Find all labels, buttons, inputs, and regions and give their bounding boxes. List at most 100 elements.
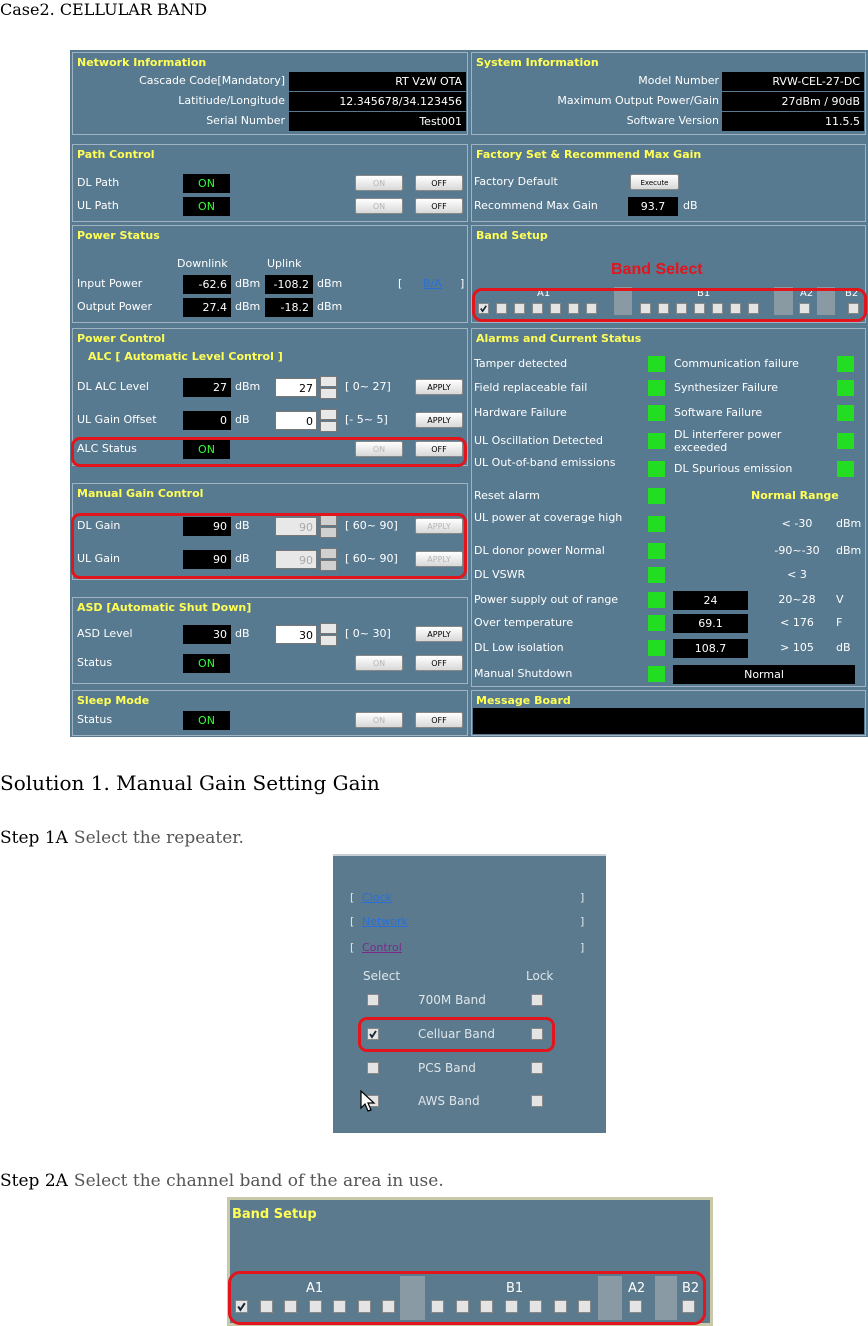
checkbox[interactable] — [308, 1300, 322, 1313]
checkbox[interactable] — [367, 1062, 379, 1074]
checkbox[interactable] — [284, 1300, 297, 1313]
checkbox[interactable] — [357, 1300, 371, 1313]
checkbox[interactable] — [367, 994, 379, 1006]
button[interactable]: APPLY — [415, 379, 463, 395]
gap — [598, 1276, 622, 1320]
checkbox[interactable] — [799, 303, 810, 314]
checkbox[interactable] — [578, 1300, 591, 1313]
value-box: 11.5.5 — [722, 111, 864, 131]
checkbox[interactable] — [504, 1300, 518, 1313]
label: UL Path — [77, 199, 119, 212]
button[interactable]: APPLY — [415, 626, 463, 642]
label: Factory Default — [474, 175, 558, 188]
checkbox[interactable] — [712, 303, 723, 314]
checkbox[interactable] — [531, 1028, 543, 1040]
step-label: Step 1A — [0, 828, 68, 848]
checkbox[interactable] — [748, 303, 759, 314]
label: Input Power — [77, 277, 143, 290]
label: Over temperature — [474, 616, 574, 629]
section-title: Path Control — [77, 148, 155, 161]
value-box: -18.2 — [265, 297, 313, 317]
link[interactable]: Network — [362, 915, 408, 928]
checkbox[interactable] — [532, 303, 543, 314]
input[interactable]: 0 — [275, 410, 317, 430]
checkbox[interactable] — [531, 1062, 543, 1074]
checkbox[interactable] — [531, 994, 543, 1006]
checkbox[interactable] — [550, 303, 561, 314]
section — [471, 52, 866, 135]
link[interactable]: Clock — [362, 891, 392, 904]
checkbox[interactable] — [478, 303, 489, 314]
value-box: 0 — [183, 410, 231, 430]
label: < 3 — [787, 568, 807, 581]
checkbox[interactable] — [333, 1300, 346, 1313]
button[interactable]: OFF — [415, 712, 463, 728]
label: Synthesizer Failure — [674, 381, 779, 394]
label: dBm — [836, 544, 862, 557]
status-box: ON — [183, 710, 230, 730]
label: [ 0~ 27] — [345, 380, 391, 393]
spin-up — [320, 548, 337, 559]
checkbox[interactable] — [658, 303, 669, 314]
gap — [817, 287, 835, 315]
label: Manual Shutdown — [474, 667, 573, 680]
button[interactable]: OFF — [415, 198, 463, 214]
label: UL Out-of-band emissions — [474, 456, 616, 469]
section-title: Manual Gain Control — [77, 487, 204, 500]
link[interactable]: B/A — [423, 277, 442, 290]
checkbox[interactable] — [367, 1028, 379, 1040]
button[interactable]: APPLY — [415, 412, 463, 428]
button[interactable]: OFF — [415, 441, 463, 457]
highlight — [472, 288, 867, 322]
button[interactable]: Execute — [630, 174, 679, 190]
button[interactable]: OFF — [415, 175, 463, 191]
checkbox[interactable] — [259, 1300, 273, 1313]
checkbox[interactable] — [529, 1300, 542, 1313]
checkbox[interactable] — [496, 303, 507, 314]
checkbox[interactable] — [568, 303, 579, 314]
checkbox[interactable] — [629, 1300, 642, 1313]
label: Field replaceable fail — [474, 381, 588, 394]
alarm-led — [837, 356, 854, 372]
label: Maximum Output Power/Gain — [557, 94, 719, 107]
button[interactable]: OFF — [415, 655, 463, 671]
label: Software Failure — [674, 406, 763, 419]
label: Hardware Failure — [474, 406, 567, 419]
label: Reset alarm — [474, 489, 540, 502]
checkbox[interactable] — [586, 303, 597, 314]
label: ALC Status — [77, 442, 137, 455]
checkbox[interactable] — [682, 1300, 695, 1313]
label: -90~-30 — [774, 544, 820, 557]
label: Downlink — [177, 257, 228, 270]
checkbox[interactable] — [640, 303, 651, 314]
checkbox[interactable] — [848, 303, 859, 314]
screenshot — [333, 854, 606, 1133]
checkbox[interactable] — [553, 1300, 567, 1313]
label: A1 — [306, 1281, 324, 1296]
checkbox[interactable] — [730, 303, 741, 314]
value-box: 93.7 — [628, 196, 678, 216]
checkbox[interactable] — [382, 1300, 395, 1313]
input[interactable]: 30 — [275, 624, 317, 644]
link[interactable]: Control — [362, 941, 402, 954]
label: dBm — [836, 517, 862, 530]
checkbox[interactable] — [531, 1095, 543, 1107]
checkbox[interactable] — [480, 1300, 493, 1313]
checkbox[interactable] — [235, 1300, 248, 1313]
gap — [614, 287, 632, 315]
checkbox[interactable] — [694, 303, 705, 314]
label: DL Low isolation — [474, 641, 564, 654]
status-box: ON — [183, 173, 230, 193]
label: Celluar Band — [418, 1027, 495, 1041]
label: < 176 — [780, 616, 814, 629]
label: < -30 — [781, 517, 813, 530]
checkbox[interactable] — [514, 303, 525, 314]
spin-down — [320, 421, 337, 432]
checkbox[interactable] — [431, 1300, 444, 1313]
input[interactable]: 27 — [275, 377, 317, 397]
button: ON — [355, 198, 403, 214]
spin-down — [320, 388, 337, 399]
checkbox[interactable] — [455, 1300, 469, 1313]
checkbox[interactable] — [676, 303, 687, 314]
section — [471, 328, 866, 687]
